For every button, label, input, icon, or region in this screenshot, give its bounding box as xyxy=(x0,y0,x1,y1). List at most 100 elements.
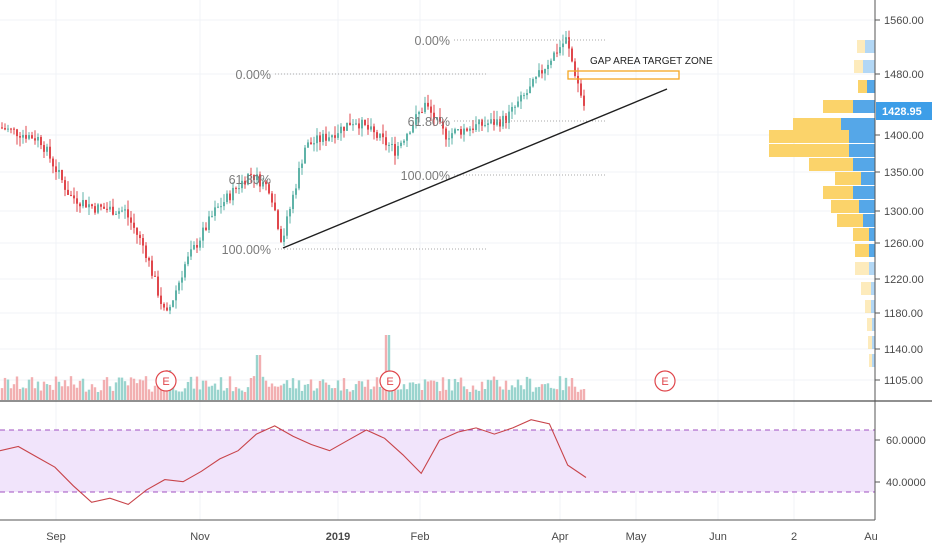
volume-bar xyxy=(258,355,262,400)
price-tick-label: 1105.00 xyxy=(884,375,923,387)
price-tick-label: 1180.00 xyxy=(884,308,923,320)
earnings-marker-3[interactable]: E xyxy=(654,370,676,392)
volume-bar xyxy=(474,389,478,400)
candle-body xyxy=(70,194,72,196)
volume-bar xyxy=(444,389,448,400)
candle-body xyxy=(67,189,69,195)
volume-profile-bar xyxy=(793,118,841,131)
candle-body xyxy=(274,202,276,211)
candle-body xyxy=(94,206,96,213)
candle-body xyxy=(523,95,525,97)
volume-profile-bar xyxy=(854,60,863,73)
candle-body xyxy=(172,300,174,307)
volume-bar xyxy=(399,389,403,400)
earnings-marker-label: E xyxy=(661,376,668,388)
candle-body xyxy=(142,238,144,246)
candle-body xyxy=(436,117,438,120)
volume-bar xyxy=(159,385,163,400)
volume-bar xyxy=(216,389,220,400)
volume-bar xyxy=(102,379,106,400)
volume-bar xyxy=(543,384,547,400)
candle-body xyxy=(250,173,252,175)
candle-body xyxy=(514,106,516,108)
fib-2-top-label: 0.00% xyxy=(415,34,450,48)
candle-body xyxy=(517,101,519,107)
fib-1-mid-label: 61.80% xyxy=(229,173,271,187)
volume-bar xyxy=(579,389,583,400)
volume-bar xyxy=(321,379,325,400)
volume-profile-bar xyxy=(859,200,875,213)
candle-body xyxy=(520,95,522,102)
volume-bar xyxy=(180,391,184,400)
candle-body xyxy=(577,75,579,84)
volume-profile-bar xyxy=(869,262,875,275)
candle-body xyxy=(529,86,531,94)
volume-bar xyxy=(264,380,268,400)
volume-bar xyxy=(261,376,265,400)
candle-body xyxy=(535,76,537,80)
support-trendline[interactable] xyxy=(282,88,668,249)
candle-body xyxy=(112,206,114,215)
time-tick-label: Sep xyxy=(46,531,66,543)
candle-body xyxy=(493,119,495,125)
volume-profile-bar xyxy=(871,282,875,295)
volume-bar xyxy=(126,385,130,400)
volume-bar xyxy=(387,335,391,400)
volume-bar xyxy=(234,387,238,400)
candle-body xyxy=(373,126,375,133)
fib-retracement-2[interactable]: 0.00% 61.80% 100.00% xyxy=(401,34,606,183)
candle-body xyxy=(34,138,36,141)
volume-bar xyxy=(417,383,421,400)
volume-bar xyxy=(402,384,406,400)
earnings-marker-label: E xyxy=(386,376,393,388)
volume-profile-bar xyxy=(865,300,871,313)
candle-body xyxy=(46,146,48,152)
volume-profile-bar xyxy=(867,80,875,93)
volume-bar xyxy=(306,384,310,400)
candle-body xyxy=(139,234,141,239)
volume-bar xyxy=(477,390,481,400)
candle-body xyxy=(433,112,435,120)
volume-bar xyxy=(516,379,520,400)
candle-body xyxy=(10,128,12,130)
volume-bar xyxy=(531,391,535,400)
candle-body xyxy=(379,133,381,138)
volume-bar xyxy=(3,377,7,400)
volume-bar xyxy=(171,380,175,400)
volume-bar xyxy=(6,379,10,400)
time-tick-label: Apr xyxy=(551,531,568,543)
volume-bar xyxy=(18,388,22,400)
volume-profile-bar xyxy=(869,244,875,257)
candle-body xyxy=(547,64,549,69)
volume-bar xyxy=(483,389,487,400)
volume-bar xyxy=(156,380,160,400)
candle-body xyxy=(580,83,582,96)
price-axis[interactable]: 1560.00 1480.00 1400.00 1350.00 1300.00 … xyxy=(874,0,932,520)
volume-bar xyxy=(111,390,115,400)
gap-target-zone[interactable] xyxy=(567,70,680,80)
earnings-marker-1[interactable]: E xyxy=(155,370,177,392)
rsi-pane xyxy=(0,419,875,506)
candle-body xyxy=(130,217,132,223)
candle-body xyxy=(22,134,24,138)
candle-body xyxy=(283,235,285,242)
candle-body xyxy=(466,128,468,131)
time-tick-label: Jun xyxy=(709,531,727,543)
candle-body xyxy=(247,173,249,185)
volume-bar xyxy=(147,389,151,400)
candle-body xyxy=(280,228,282,242)
earnings-marker-2[interactable]: E xyxy=(379,370,401,392)
volume-bar xyxy=(51,389,55,400)
candle-body xyxy=(211,215,213,217)
volume-bar xyxy=(312,390,316,400)
volume-bar xyxy=(534,387,538,400)
volume-profile-bar xyxy=(809,158,853,171)
candle-body xyxy=(181,277,183,283)
time-axis[interactable]: Sep Nov 2019 Feb Apr May Jun 2 Au xyxy=(0,519,878,543)
volume-bar xyxy=(48,384,52,400)
fib-retracement-1[interactable]: 0.00% 100.00% 61.80% xyxy=(222,68,487,257)
candle-body xyxy=(106,208,108,210)
candle-body xyxy=(241,180,243,189)
candle-body xyxy=(568,37,570,49)
candle-body xyxy=(226,193,228,203)
